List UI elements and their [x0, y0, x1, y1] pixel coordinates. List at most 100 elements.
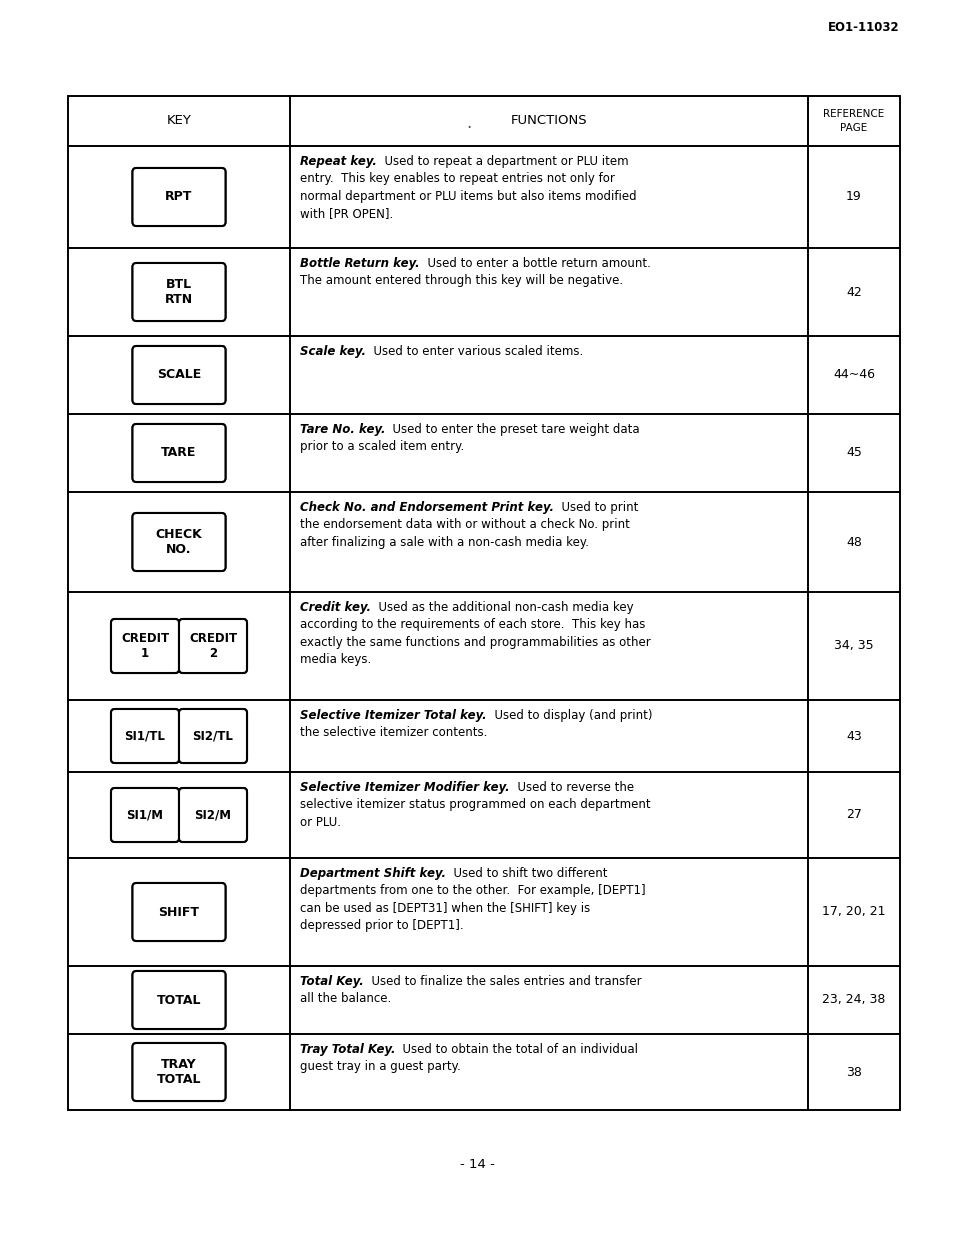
FancyBboxPatch shape: [132, 424, 225, 482]
Text: Used to finalize the sales entries and transfer: Used to finalize the sales entries and t…: [363, 975, 640, 987]
Text: exactly the same functions and programmabilities as other: exactly the same functions and programma…: [299, 636, 650, 649]
FancyBboxPatch shape: [111, 709, 179, 763]
FancyBboxPatch shape: [111, 620, 179, 673]
Text: Bottle Return key.: Bottle Return key.: [299, 256, 419, 270]
Text: Credit key.: Credit key.: [299, 601, 371, 615]
Text: SI2/TL: SI2/TL: [193, 730, 233, 742]
FancyBboxPatch shape: [111, 709, 179, 763]
Text: Used to obtain the total of an individual: Used to obtain the total of an individua…: [395, 1043, 638, 1056]
Text: Tray Total Key.: Tray Total Key.: [299, 1043, 395, 1056]
FancyBboxPatch shape: [179, 709, 247, 763]
FancyBboxPatch shape: [132, 169, 225, 225]
Text: ,: ,: [176, 741, 181, 755]
FancyBboxPatch shape: [132, 424, 225, 482]
FancyBboxPatch shape: [179, 620, 247, 673]
Text: all the balance.: all the balance.: [299, 992, 391, 1006]
Text: selective itemizer status programmed on each department: selective itemizer status programmed on …: [299, 798, 650, 812]
Text: Used as the additional non-cash media key: Used as the additional non-cash media ke…: [371, 601, 633, 615]
Text: SI1/TL: SI1/TL: [125, 730, 165, 742]
FancyBboxPatch shape: [111, 620, 179, 673]
FancyBboxPatch shape: [132, 346, 225, 404]
FancyBboxPatch shape: [179, 788, 247, 843]
Text: Selective Itemizer Modifier key.: Selective Itemizer Modifier key.: [299, 781, 509, 794]
Text: 48: 48: [845, 535, 861, 549]
Text: 42: 42: [845, 285, 861, 299]
FancyBboxPatch shape: [132, 1043, 225, 1101]
Text: 34, 35: 34, 35: [833, 639, 873, 653]
Text: - 14 -: - 14 -: [459, 1157, 494, 1171]
Text: depressed prior to [DEPT1].: depressed prior to [DEPT1].: [299, 919, 463, 933]
FancyBboxPatch shape: [132, 883, 225, 940]
Text: PAGE: PAGE: [840, 123, 866, 133]
Text: Used to print: Used to print: [554, 501, 638, 514]
Text: guest tray in a guest party.: guest tray in a guest party.: [299, 1061, 460, 1073]
FancyBboxPatch shape: [179, 788, 247, 843]
Text: FUNCTIONS: FUNCTIONS: [510, 114, 587, 128]
Text: RPT: RPT: [165, 191, 193, 203]
FancyBboxPatch shape: [132, 971, 225, 1030]
FancyBboxPatch shape: [132, 1043, 225, 1101]
Text: TOTAL: TOTAL: [156, 994, 201, 1006]
Text: according to the requirements of each store.  This key has: according to the requirements of each st…: [299, 618, 644, 632]
Text: Total Key.: Total Key.: [299, 975, 363, 987]
Text: CREDIT
2: CREDIT 2: [189, 632, 236, 660]
FancyBboxPatch shape: [132, 169, 225, 225]
FancyBboxPatch shape: [132, 971, 225, 1030]
Text: CHECK
NO.: CHECK NO.: [155, 528, 202, 556]
Text: the endorsement data with or without a check No. print: the endorsement data with or without a c…: [299, 518, 629, 532]
Text: after finalizing a sale with a non-cash media key.: after finalizing a sale with a non-cash …: [299, 536, 588, 549]
Text: .: .: [466, 114, 471, 133]
Text: Used to enter various scaled items.: Used to enter various scaled items.: [366, 344, 582, 358]
Text: SI2/M: SI2/M: [194, 809, 232, 821]
FancyBboxPatch shape: [132, 513, 225, 571]
Text: 19: 19: [845, 191, 861, 203]
Text: prior to a scaled item entry.: prior to a scaled item entry.: [299, 441, 464, 453]
FancyBboxPatch shape: [132, 513, 225, 571]
Text: 44~46: 44~46: [832, 368, 874, 382]
Text: SCALE: SCALE: [156, 368, 201, 382]
Text: normal department or PLU items but also items modified: normal department or PLU items but also …: [299, 190, 636, 203]
Text: The amount entered through this key will be negative.: The amount entered through this key will…: [299, 275, 622, 287]
Text: SHIFT: SHIFT: [158, 906, 199, 918]
Text: 45: 45: [845, 446, 861, 460]
Text: Used to enter the preset tare weight data: Used to enter the preset tare weight dat…: [385, 422, 639, 436]
Text: Used to enter a bottle return amount.: Used to enter a bottle return amount.: [419, 256, 650, 270]
Text: REFERENCE: REFERENCE: [822, 109, 883, 119]
Text: Scale key.: Scale key.: [299, 344, 366, 358]
Text: Used to reverse the: Used to reverse the: [509, 781, 633, 794]
Text: 27: 27: [845, 809, 861, 821]
FancyBboxPatch shape: [132, 263, 225, 321]
Text: 38: 38: [845, 1066, 861, 1078]
Text: the selective itemizer contents.: the selective itemizer contents.: [299, 726, 487, 740]
Text: CREDIT
1: CREDIT 1: [121, 632, 169, 660]
Text: 43: 43: [845, 730, 861, 742]
Text: Department Shift key.: Department Shift key.: [299, 867, 446, 880]
Text: departments from one to the other.  For example, [DEPT1]: departments from one to the other. For e…: [299, 885, 645, 897]
Text: Used to shift two different: Used to shift two different: [446, 867, 607, 880]
FancyBboxPatch shape: [132, 263, 225, 321]
Text: with [PR OPEN].: with [PR OPEN].: [299, 207, 393, 221]
FancyBboxPatch shape: [111, 788, 179, 843]
Text: Selective Itemizer Total key.: Selective Itemizer Total key.: [299, 709, 486, 722]
Text: SI1/M: SI1/M: [127, 809, 163, 821]
Bar: [68, 95, 899, 1110]
FancyBboxPatch shape: [132, 346, 225, 404]
Text: media keys.: media keys.: [299, 653, 371, 667]
Text: entry.  This key enables to repeat entries not only for: entry. This key enables to repeat entrie…: [299, 172, 615, 186]
FancyBboxPatch shape: [179, 620, 247, 673]
FancyBboxPatch shape: [179, 709, 247, 763]
Text: Check No. and Endorsement Print key.: Check No. and Endorsement Print key.: [299, 501, 554, 514]
Text: Used to repeat a department or PLU item: Used to repeat a department or PLU item: [376, 155, 628, 169]
Text: TARE: TARE: [161, 446, 196, 460]
Text: 23, 24, 38: 23, 24, 38: [821, 994, 884, 1006]
Text: Tare No. key.: Tare No. key.: [299, 422, 385, 436]
FancyBboxPatch shape: [132, 883, 225, 940]
Text: EO1-11032: EO1-11032: [827, 21, 899, 33]
FancyBboxPatch shape: [111, 788, 179, 843]
Text: Repeat key.: Repeat key.: [299, 155, 376, 169]
Text: KEY: KEY: [167, 114, 192, 128]
Text: ,: ,: [176, 820, 181, 834]
Text: Used to display (and print): Used to display (and print): [486, 709, 652, 722]
Text: 17, 20, 21: 17, 20, 21: [821, 906, 884, 918]
Text: TRAY
TOTAL: TRAY TOTAL: [156, 1058, 201, 1087]
